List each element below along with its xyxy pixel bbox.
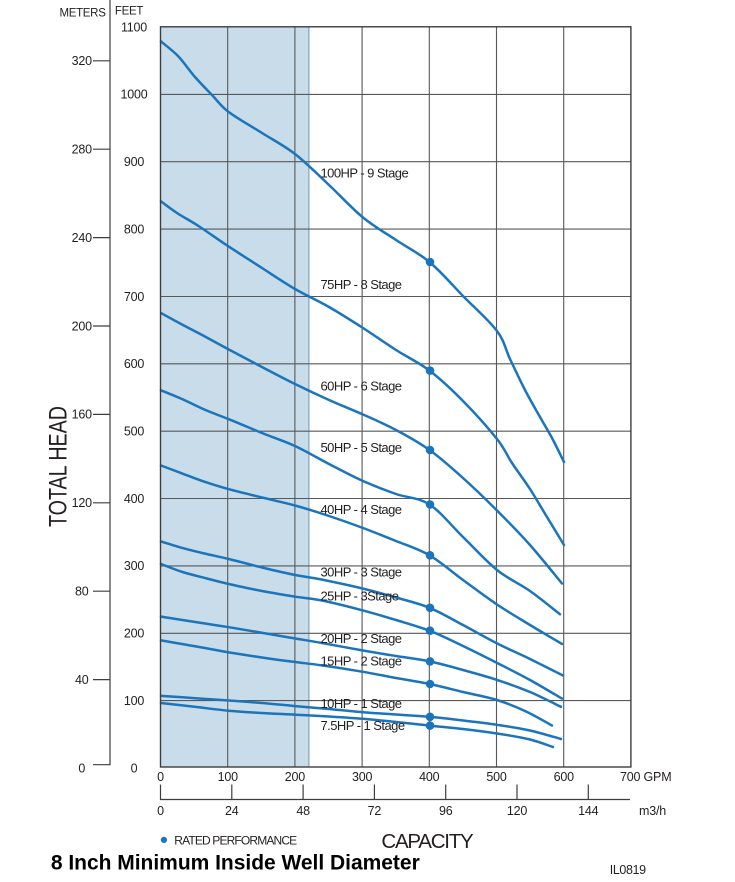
- svg-text:120: 120: [72, 496, 93, 510]
- svg-text:500: 500: [124, 425, 145, 439]
- svg-text:200: 200: [72, 319, 93, 333]
- svg-text:1100: 1100: [121, 20, 147, 34]
- svg-text:7.5HP - 1 Stage: 7.5HP - 1 Stage: [321, 718, 405, 733]
- svg-text:20HP - 2 Stage: 20HP - 2 Stage: [321, 631, 402, 646]
- svg-text:15HP - 2 Stage: 15HP - 2 Stage: [321, 654, 402, 669]
- svg-text:320: 320: [72, 54, 93, 68]
- svg-text:METERS: METERS: [59, 8, 106, 20]
- svg-text:0: 0: [157, 770, 164, 784]
- svg-text:100HP - 9 Stage: 100HP - 9 Stage: [321, 166, 409, 181]
- svg-text:10HP - 1 Stage: 10HP - 1 Stage: [321, 696, 402, 711]
- svg-text:60HP - 6 Stage: 60HP - 6 Stage: [321, 379, 402, 394]
- svg-text:48: 48: [296, 804, 310, 818]
- svg-text:40HP - 4 Stage: 40HP - 4 Stage: [321, 502, 402, 517]
- svg-text:m3/h: m3/h: [639, 804, 666, 818]
- svg-text:30HP - 3 Stage: 30HP - 3 Stage: [321, 565, 402, 580]
- svg-text:75HP - 8 Stage: 75HP - 8 Stage: [321, 277, 402, 292]
- svg-text:50HP - 5 Stage: 50HP - 5 Stage: [321, 440, 402, 455]
- svg-text:200: 200: [285, 770, 306, 784]
- svg-text:700: 700: [124, 290, 145, 304]
- svg-text:700 GPM: 700 GPM: [620, 770, 671, 784]
- svg-text:800: 800: [124, 222, 145, 236]
- svg-text:0: 0: [131, 761, 138, 775]
- svg-text:0: 0: [78, 761, 85, 775]
- svg-text:280: 280: [72, 143, 93, 157]
- svg-text:600: 600: [554, 770, 575, 784]
- svg-text:200: 200: [124, 627, 145, 641]
- svg-text:900: 900: [124, 155, 145, 169]
- svg-text:8 Inch Minimum Inside Well Dia: 8 Inch Minimum Inside Well Diameter: [51, 852, 420, 875]
- svg-text:300: 300: [352, 770, 373, 784]
- svg-text:600: 600: [124, 357, 145, 371]
- svg-text:240: 240: [72, 231, 93, 245]
- svg-text:RATED PERFORMANCE: RATED PERFORMANCE: [174, 833, 297, 847]
- svg-text:TOTAL HEAD: TOTAL HEAD: [45, 406, 73, 527]
- svg-text:1000: 1000: [120, 88, 147, 102]
- svg-text:160: 160: [72, 408, 93, 422]
- svg-text:100: 100: [218, 770, 239, 784]
- svg-text:300: 300: [124, 559, 145, 573]
- svg-text:96: 96: [439, 804, 453, 818]
- svg-text:400: 400: [124, 492, 145, 506]
- svg-text:FEET: FEET: [115, 6, 143, 18]
- svg-text:24: 24: [225, 804, 239, 818]
- svg-text:100: 100: [124, 694, 145, 708]
- svg-text:80: 80: [75, 585, 89, 599]
- svg-text:400: 400: [419, 770, 440, 784]
- svg-text:IL0819: IL0819: [610, 863, 646, 877]
- svg-text:CAPACITY: CAPACITY: [381, 830, 474, 853]
- svg-text:120: 120: [507, 804, 528, 818]
- svg-text:0: 0: [157, 804, 164, 818]
- svg-text:25HP - 3Stage: 25HP - 3Stage: [321, 589, 399, 604]
- svg-text:144: 144: [578, 804, 599, 818]
- svg-text:40: 40: [75, 673, 89, 687]
- svg-text:500: 500: [486, 770, 507, 784]
- svg-text:72: 72: [368, 804, 382, 818]
